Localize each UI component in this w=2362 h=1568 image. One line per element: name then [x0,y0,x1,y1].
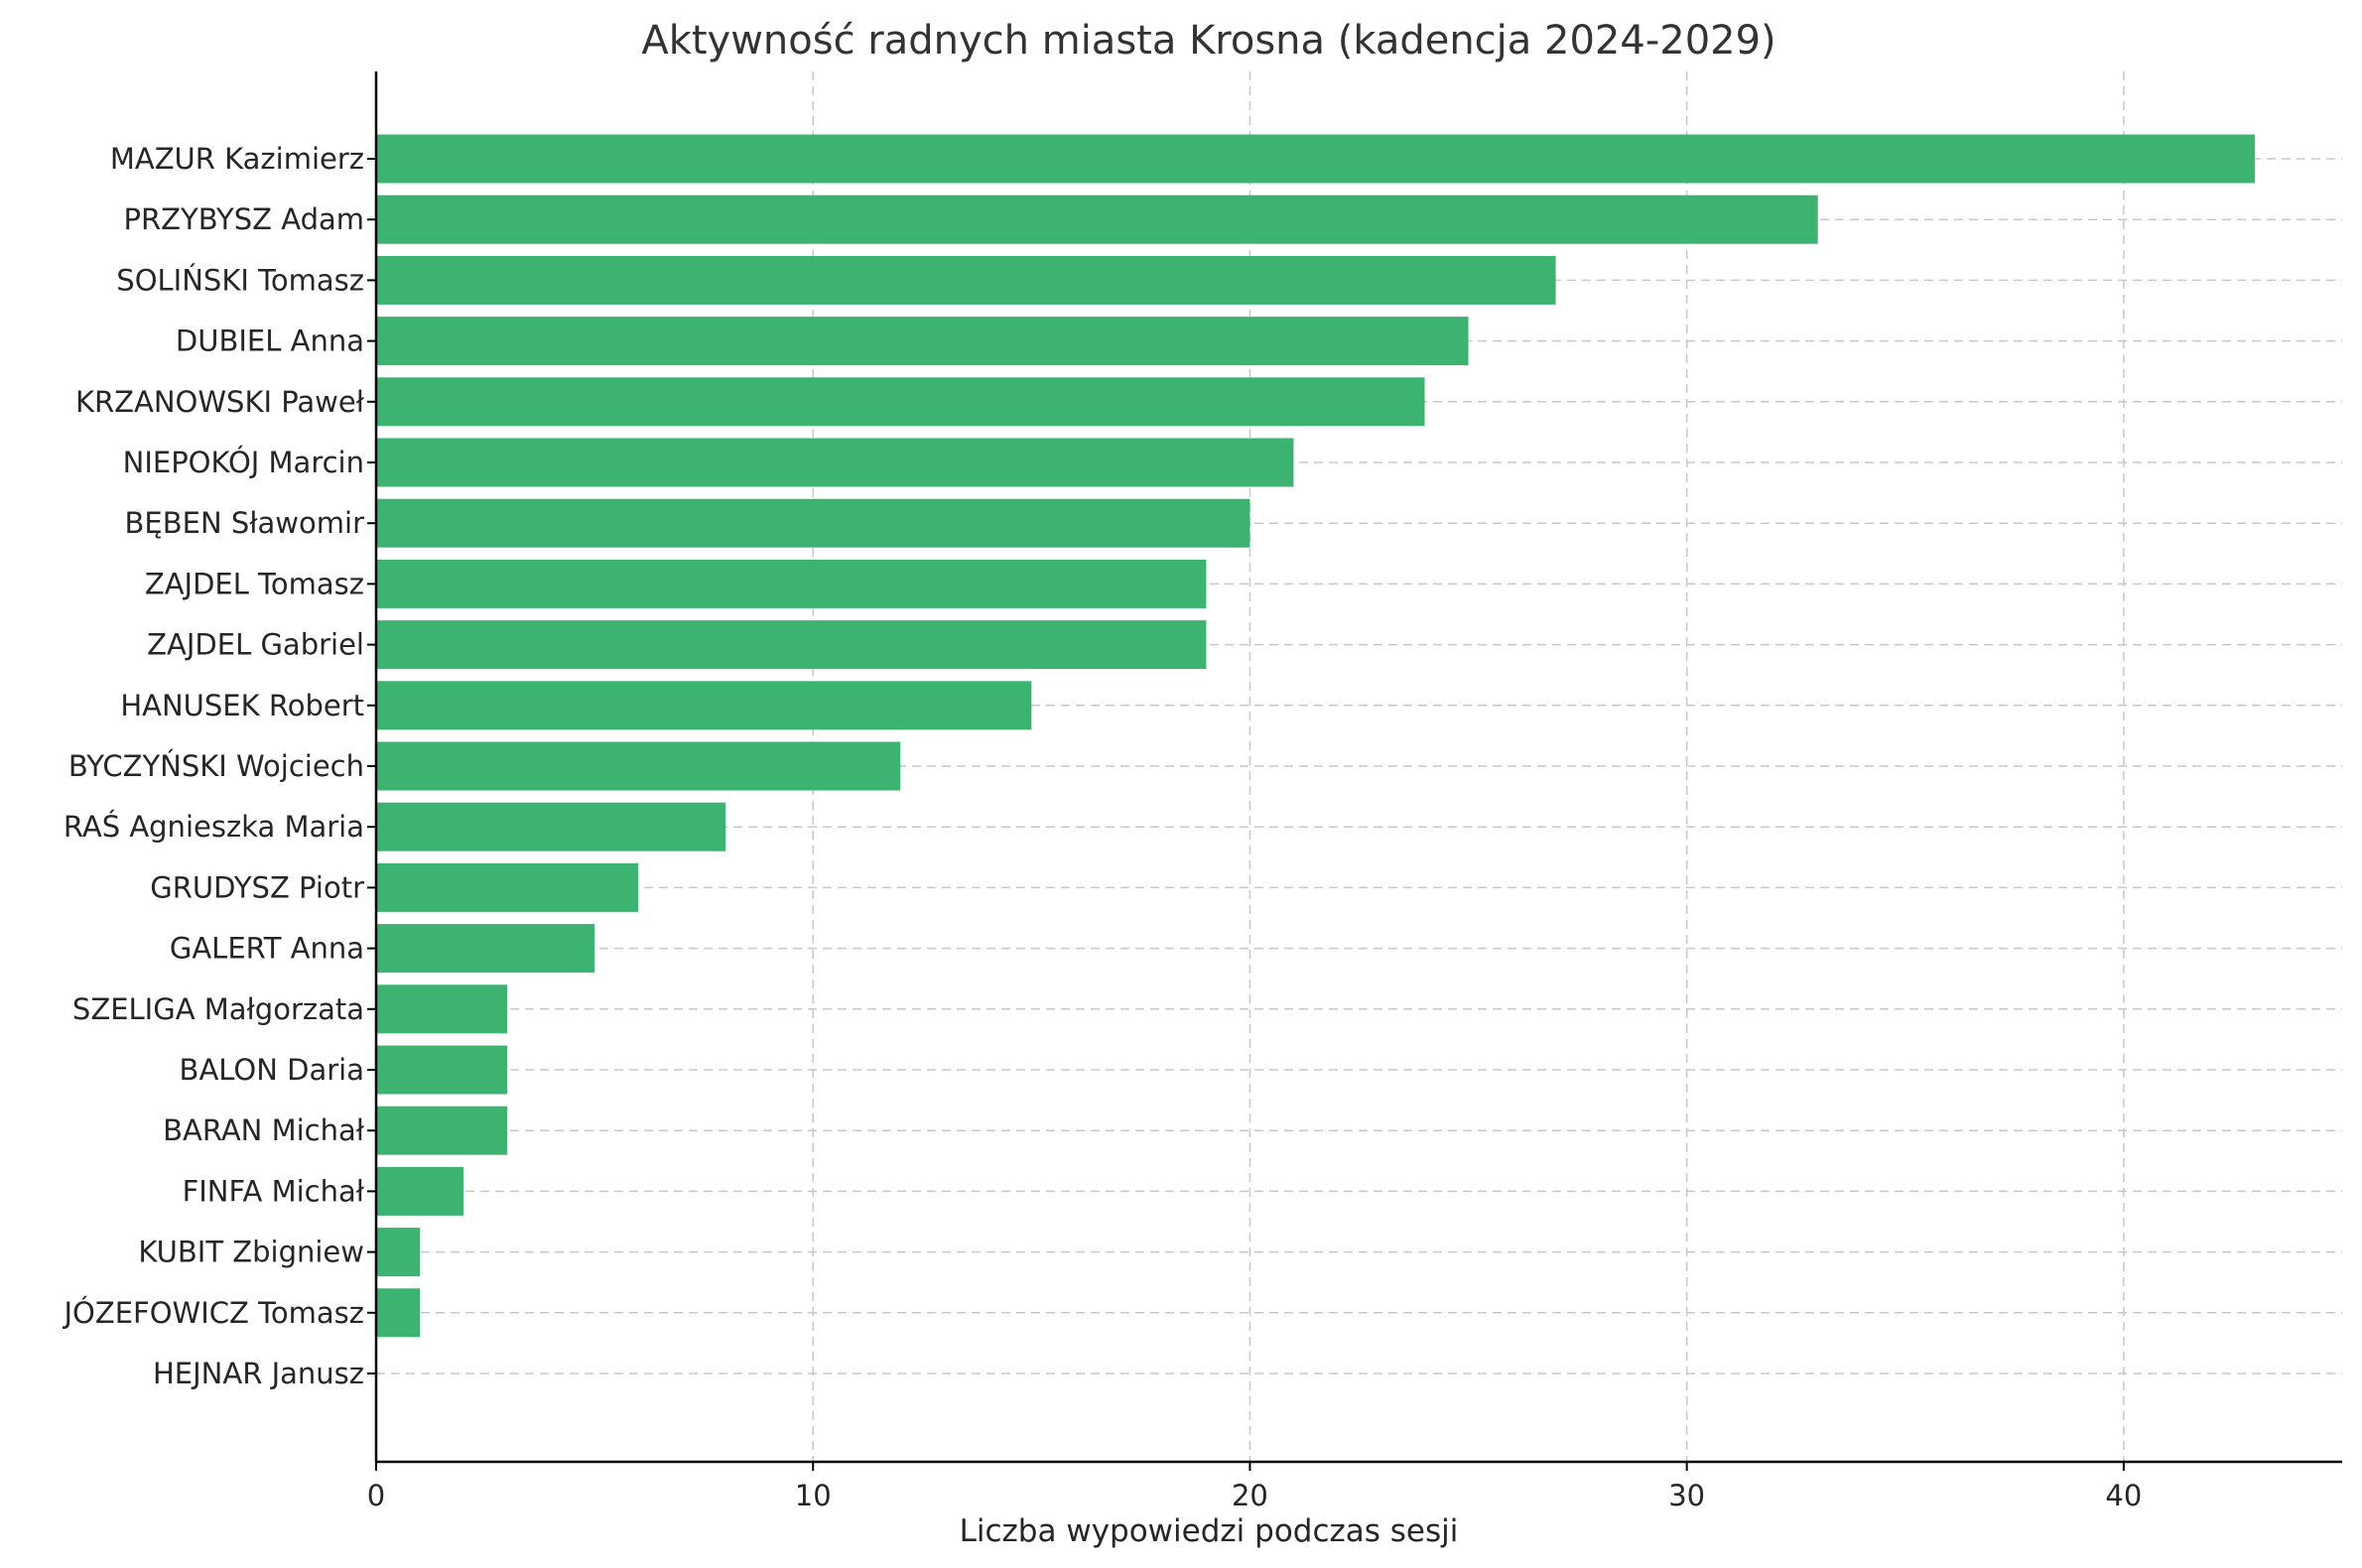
x-tick-label: 20 [1232,1479,1268,1512]
bar [376,377,1425,427]
bar [376,1106,508,1155]
bar [376,195,1818,244]
bar [376,1166,464,1216]
y-tick-label: ZAJDEL Tomasz [145,567,364,600]
bar [376,559,1207,608]
x-tick-labels: 0 10 20 30 40 [367,1462,2142,1512]
y-tick-label: BARAN Michał [163,1113,365,1147]
y-tick-label: DUBIEL Anna [176,325,364,358]
y-tick-label: ZAJDEL Gabriel [147,628,364,662]
bar [376,681,1032,730]
bar [376,1228,421,1277]
y-tick-label: KUBIT Zbigniew [138,1236,364,1269]
y-tick-label: BYCZYŃSKI Wojciech [68,749,364,783]
y-tick-label: RAŚ Agnieszka Maria [64,810,364,844]
x-tick-label: 10 [795,1479,832,1512]
y-tick-label: NIEPOKÓJ Marcin [123,446,364,479]
bars [376,134,2255,1338]
y-tick-label: HEJNAR Janusz [153,1357,364,1390]
bar [376,741,901,791]
y-tick-label: HANUSEK Robert [120,689,364,722]
y-tick-label: KRZANOWSKI Paweł [75,385,365,419]
bar [376,438,1294,487]
bar [376,317,1469,366]
bar [376,255,1556,305]
bar [376,984,508,1034]
y-tick-label: BĘBEN Sławomir [125,506,365,540]
y-tick-label: SZELIGA Małgorzata [72,992,364,1026]
bar [376,498,1250,548]
x-tick-label: 40 [2105,1479,2142,1512]
bar [376,802,726,851]
y-tick-label: SOLIŃSKI Tomasz [116,263,364,297]
y-tick-label: PRZYBYSZ Adam [124,202,365,236]
y-tick-label: GRUDYSZ Piotr [150,870,364,904]
x-axis-label: Liczba wypowiedzi podczas sesji [960,1513,1459,1549]
y-tick-label: GALERT Anna [170,932,364,966]
y-tick-label: BALON Daria [180,1053,364,1087]
bar [376,1288,421,1338]
y-tick-label: FINFA Michał [183,1174,365,1208]
bar [376,134,2255,184]
bar [376,924,595,974]
y-tick-labels: MAZUR Kazimierz PRZYBYSZ Adam SOLIŃSKI Tom… [62,142,376,1390]
x-tick-label: 30 [1668,1479,1705,1512]
y-tick-label: JÓZEFOWICZ Tomasz [62,1296,364,1330]
bar [376,1045,508,1095]
bar [376,862,639,912]
y-tick-label: MAZUR Kazimierz [110,142,364,176]
x-tick-label: 0 [367,1479,385,1512]
bar [376,620,1207,670]
chart-title: Aktywność radnych miasta Krosna (kadencj… [641,18,1775,64]
